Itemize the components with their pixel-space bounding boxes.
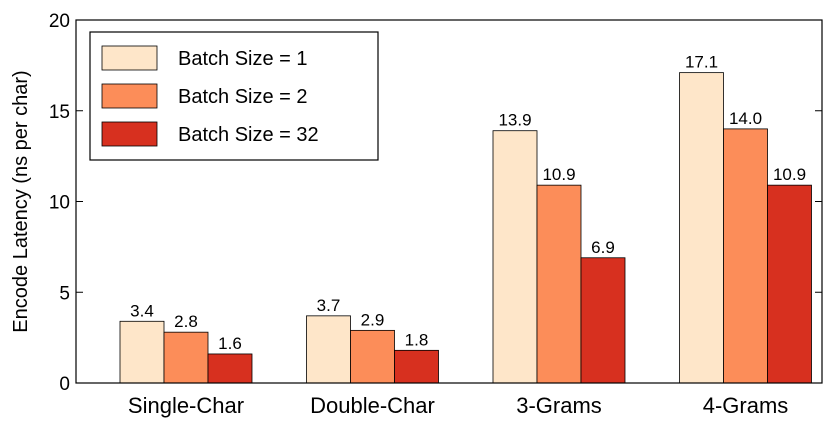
bar-4-grams-batch-size-32 [767, 184, 812, 384]
x-tick-label: 3-Grams [516, 393, 602, 418]
legend-swatch [101, 45, 158, 71]
y-axis: 0 5 10 15 20 [49, 11, 822, 395]
x-tick-label: Single-Char [128, 393, 244, 418]
bar-double-char-batch-size-2 [350, 329, 395, 384]
data-label: 10.9 [773, 165, 806, 184]
data-label: 6.9 [591, 238, 615, 257]
data-label: 13.9 [498, 111, 531, 130]
y-tick-label: 0 [59, 374, 70, 395]
bars-layer [119, 72, 812, 384]
bar-3-grams-batch-size-2 [536, 184, 582, 384]
x-axis: Single-Char Double-Char 3-Grams 4-Grams [128, 393, 788, 418]
bar-4-grams-batch-size-2 [723, 128, 768, 384]
bar-single-char-batch-size-2 [163, 331, 209, 384]
bar-double-char-batch-size-1 [306, 315, 351, 384]
data-label: 17.1 [685, 53, 718, 72]
legend-swatch [101, 83, 158, 109]
y-axis-label: Encode Latency (ns per char) [10, 70, 32, 332]
legend-entry: Batch Size = 1 [178, 48, 308, 70]
data-label: 1.8 [405, 330, 429, 349]
x-tick-label: 4-Grams [703, 393, 789, 418]
data-label: 14.0 [729, 109, 762, 128]
legend-entry: Batch Size = 2 [178, 86, 308, 108]
legend: Batch Size = 1 Batch Size = 2 Batch Size =… [89, 31, 379, 161]
legend-entry: Batch Size = 32 [178, 124, 319, 146]
y-tick-label: 5 [59, 283, 70, 304]
bar-single-char-batch-size-1 [119, 320, 165, 384]
y-tick-label: 20 [49, 11, 70, 32]
legend-swatch [101, 121, 158, 147]
bar-4-grams-batch-size-1 [679, 72, 724, 384]
bar-3-grams-batch-size-32 [580, 257, 626, 384]
data-label: 10.9 [542, 165, 575, 184]
x-tick-label: Double-Char [310, 393, 435, 418]
y-tick-label: 10 [49, 193, 70, 214]
data-label: 3.7 [317, 296, 341, 315]
bar-double-char-batch-size-32 [394, 349, 439, 384]
data-label: 2.8 [174, 312, 198, 331]
data-labels-layer: 3.4 2.8 1.6 3.7 2.9 1.8 13.9 10.9 6.9 17.1 14.0 10.… [130, 53, 806, 353]
data-label: 2.9 [361, 310, 385, 329]
data-label: 3.4 [130, 301, 154, 320]
data-label: 1.6 [218, 334, 242, 353]
bar-3-grams-batch-size-1 [492, 130, 538, 384]
bar-single-char-batch-size-32 [207, 353, 253, 384]
y-tick-label: 15 [49, 102, 70, 123]
